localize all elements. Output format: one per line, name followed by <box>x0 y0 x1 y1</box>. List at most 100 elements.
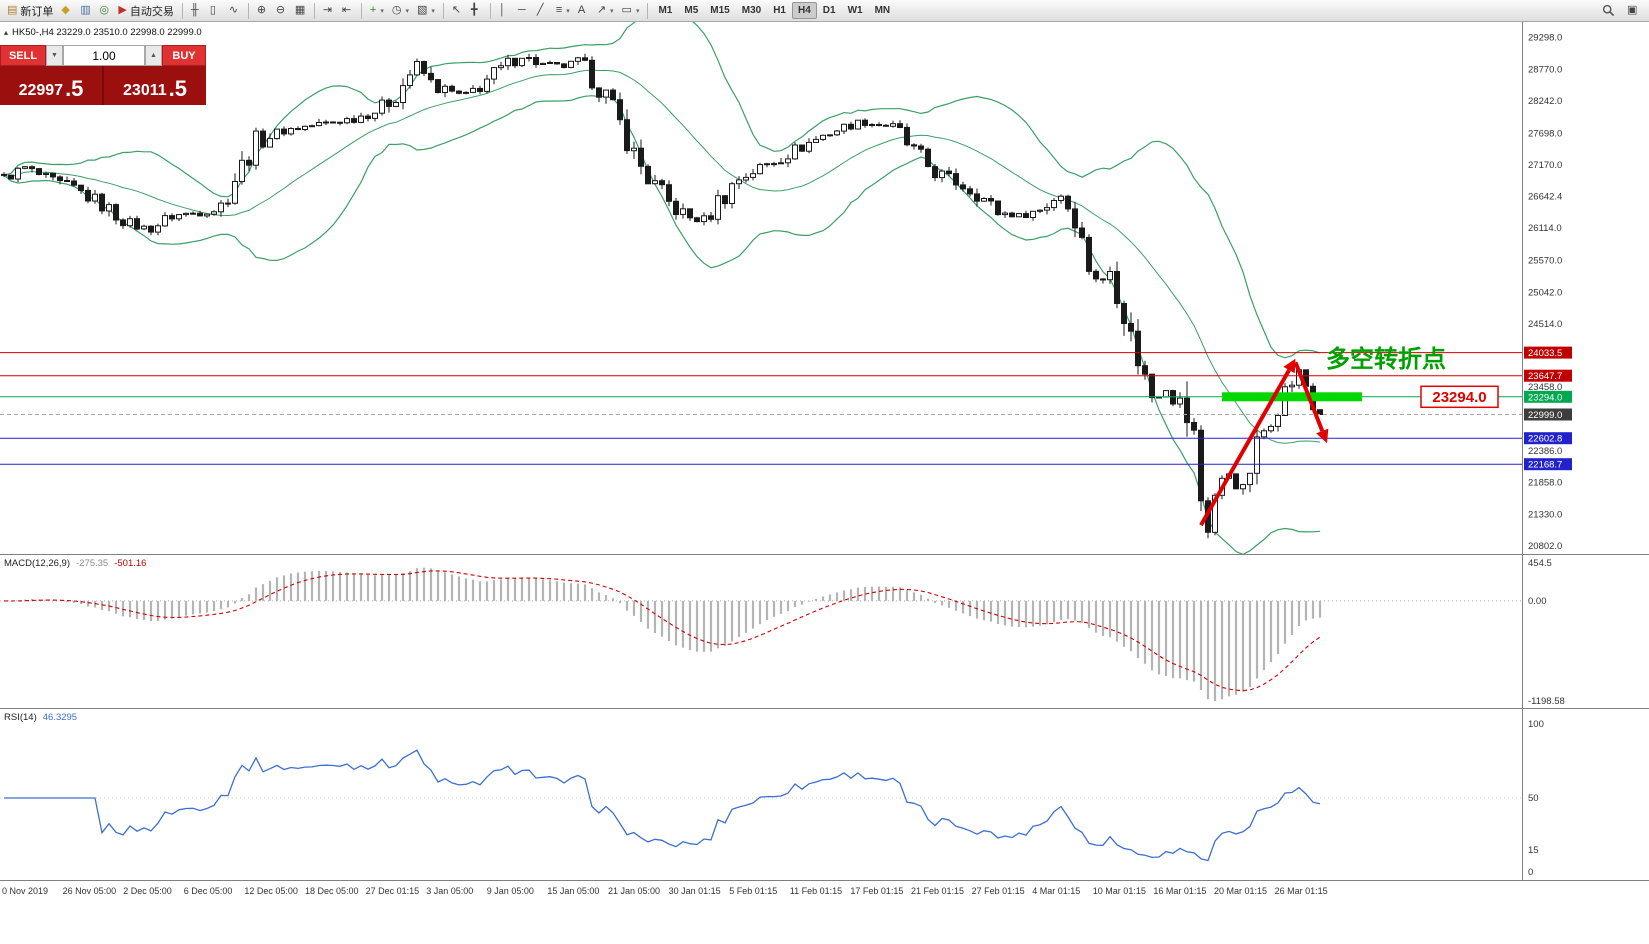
text-button[interactable]: A <box>574 1 593 20</box>
data-window-button[interactable]: ▥ <box>76 1 95 20</box>
horizontal-line-button[interactable]: ─ <box>514 1 533 20</box>
rsi-line <box>4 749 1321 862</box>
chevron-up-icon: ▲ <box>150 52 157 59</box>
navigator-icon: ◎ <box>99 4 110 16</box>
svg-text:20802.0: 20802.0 <box>1528 541 1562 552</box>
toolbar-separator <box>360 2 362 19</box>
arrows-button[interactable]: ↗ ▾ <box>593 1 618 20</box>
chart-shift-button[interactable]: ⇤ <box>338 1 357 20</box>
svg-text:15: 15 <box>1528 845 1539 856</box>
toolbar-separator <box>442 2 444 19</box>
svg-text:-1198.58: -1198.58 <box>1528 696 1565 707</box>
timeframe-m1[interactable]: M1 <box>658 5 673 16</box>
price-badge <box>1524 369 1572 382</box>
level-price-tag-box[interactable] <box>1420 385 1499 409</box>
time-axis-label: 27 Feb 01:15 <box>971 886 1025 896</box>
window-layout-button[interactable]: ▣ <box>1623 1 1642 20</box>
trade-panel-controls: SELL ▼ ▲ BUY <box>0 45 206 66</box>
timeframe-m30[interactable]: M30 <box>741 5 762 16</box>
toolbar-separator <box>489 2 491 19</box>
text-icon: A <box>577 4 586 16</box>
macd-indicator-label: MACD(12,26,9) -275.35 -501.16 <box>4 558 146 569</box>
buy-button[interactable]: BUY <box>162 45 206 66</box>
candlestick-chart[interactable]: 多空转折点 23294.0 29298.0 28770.0 28242.0 27698.0… <box>0 22 1649 555</box>
svg-text:23294.0: 23294.0 <box>1528 392 1562 403</box>
new-order-button[interactable]: ▤ 新订单 <box>3 1 57 20</box>
bar-chart-icon: ╫ <box>190 4 199 16</box>
highlight-level-bar[interactable] <box>1222 392 1362 402</box>
time-axis-label: 30 Jan 01:15 <box>668 886 721 896</box>
zoom-in-button[interactable]: ⊕ <box>253 1 272 20</box>
time-axis-label: 11 Feb 01:15 <box>789 886 843 896</box>
sell-button[interactable]: SELL <box>0 45 46 66</box>
svg-text:22999.0: 22999.0 <box>1528 410 1562 421</box>
auto-scroll-icon: ⇥ <box>322 4 333 16</box>
cursor-button[interactable]: ↖ <box>448 1 467 20</box>
volume-input[interactable] <box>63 45 145 66</box>
volume-decrease-button[interactable]: ▼ <box>46 45 63 66</box>
trend-arrow-head <box>1283 358 1296 374</box>
trend-arrow-line[interactable] <box>1293 361 1325 432</box>
autotrading-button[interactable]: ▶ 自动交易 <box>114 1 177 20</box>
channel-button[interactable]: ≡ ▾ <box>552 1 574 20</box>
buy-price[interactable]: 23011.5 <box>102 66 206 105</box>
timeframe-w1[interactable]: W1 <box>847 5 863 16</box>
toolbar-separator <box>247 2 249 19</box>
zoom-out-button[interactable]: ⊖ <box>272 1 291 20</box>
candlestick-chart-button[interactable]: ▯ <box>206 1 225 20</box>
rsi-indicator-label: RSI(14) 46.3295 <box>4 712 77 723</box>
timeframe-m5[interactable]: M5 <box>684 5 699 16</box>
time-axis-label: 0 Nov 2019 <box>2 886 49 896</box>
window-layout-icon: ▣ <box>1627 4 1638 16</box>
shapes-button[interactable]: ▭ ▾ <box>618 1 644 20</box>
time-axis-label: 18 Dec 05:00 <box>305 886 359 896</box>
caret-down-icon: ▾ <box>431 7 435 15</box>
crosshair-icon: ╋ <box>470 4 478 16</box>
timeframe-h1[interactable]: H1 <box>773 5 786 16</box>
search-button[interactable] <box>1598 1 1619 20</box>
one-click-trading-panel: SELL ▼ ▲ BUY 22997.5 23011.5 <box>0 45 206 105</box>
price-badge <box>1524 346 1572 359</box>
rsi-panel[interactable]: 100 50 15 0 <box>0 709 1649 881</box>
line-chart-button[interactable]: ∿ <box>225 1 244 20</box>
svg-text:26642.4: 26642.4 <box>1528 192 1562 203</box>
sell-price[interactable]: 22997.5 <box>0 66 102 105</box>
toolbar-right: ▣ <box>1598 1 1646 20</box>
time-axis-label: 9 Jan 05:00 <box>486 886 534 896</box>
time-axis-label: 17 Feb 01:15 <box>850 886 904 896</box>
svg-text:29298.0: 29298.0 <box>1528 33 1562 44</box>
volume-increase-button[interactable]: ▲ <box>145 45 162 66</box>
rsi-value: 46.3295 <box>42 712 78 723</box>
timeframe-d1[interactable]: D1 <box>822 5 836 16</box>
market-watch-button[interactable]: ◆ <box>57 1 76 20</box>
vertical-line-button[interactable]: │ <box>495 1 514 20</box>
periods-button[interactable]: ◷ ▾ <box>388 1 413 20</box>
navigator-button[interactable]: ◎ <box>95 1 114 20</box>
svg-text:25570.0: 25570.0 <box>1528 256 1562 267</box>
time-axis-label: 2 Dec 05:00 <box>123 886 172 896</box>
tile-windows-button[interactable]: ▦ <box>291 1 310 20</box>
time-axis-label: 6 Dec 05:00 <box>183 886 233 896</box>
timeframe-mn[interactable]: MN <box>874 5 891 16</box>
trendline-button[interactable]: ╱ <box>533 1 552 20</box>
tile-windows-icon: ▦ <box>294 4 306 16</box>
crosshair-button[interactable]: ╋ <box>467 1 486 20</box>
svg-text:25042.0: 25042.0 <box>1528 287 1562 298</box>
auto-scroll-button[interactable]: ⇥ <box>319 1 338 20</box>
indicators-icon: + <box>369 4 377 16</box>
macd-panel[interactable]: 454.5 0.00 -1198.58 <box>0 555 1649 709</box>
turning-point-annotation[interactable]: 多空转折点 <box>1326 345 1446 373</box>
timeframe-m15[interactable]: M15 <box>710 5 730 16</box>
chevron-down-icon: ▼ <box>51 52 58 59</box>
price-badge <box>1524 432 1572 445</box>
svg-text:24033.5: 24033.5 <box>1528 348 1562 359</box>
templates-button[interactable]: ▧ ▾ <box>413 1 439 20</box>
bar-chart-button[interactable]: ╫ <box>187 1 206 20</box>
toolbar-separator <box>181 2 183 19</box>
timeframe-h4[interactable]: H4 <box>791 2 817 19</box>
indicators-button[interactable]: + ▾ <box>366 1 388 20</box>
time-axis-label: 16 Mar 01:15 <box>1153 886 1207 896</box>
data-window-icon: ▥ <box>80 4 91 16</box>
time-axis-label: 27 Dec 01:15 <box>365 886 420 896</box>
trend-arrow-line[interactable] <box>1199 369 1291 527</box>
